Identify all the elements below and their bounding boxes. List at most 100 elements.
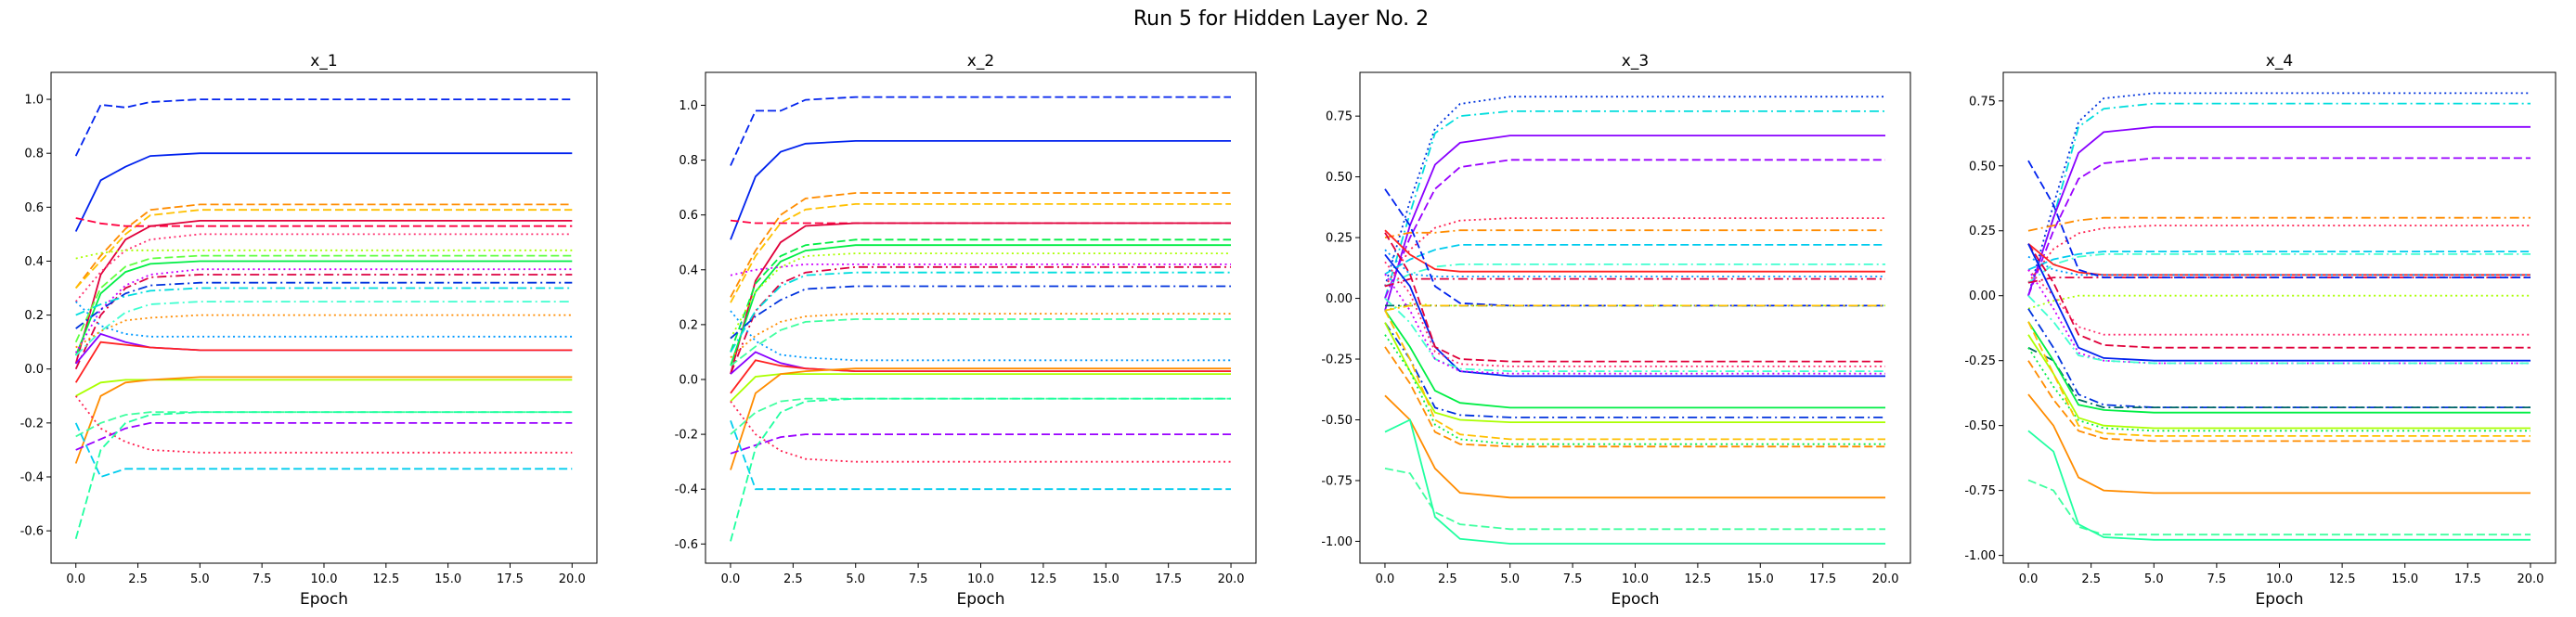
x-tick-label: 15.0 — [1747, 572, 1774, 586]
series-line-13 — [2027, 294, 2531, 310]
series-line-24 — [74, 395, 573, 454]
series-line-2 — [1384, 110, 1885, 299]
x-tick-label: 12.5 — [1029, 572, 1056, 586]
y-tick-label: -0.6 — [675, 538, 698, 552]
x-tick-label: 20.0 — [1872, 572, 1899, 586]
series-line-16 — [75, 314, 573, 349]
series-line-3 — [1384, 135, 1885, 311]
series-line-26 — [1384, 346, 1885, 448]
subplot-1: 0.0 2.5 5.0 7.5 10.0 12.5 15.0 17.5 20.0 -0.6 -0.4… — [20, 52, 598, 609]
y-tick-label: 0.00 — [1969, 289, 1996, 303]
series-line-17 — [1384, 232, 1885, 363]
y-tick-label: -0.4 — [675, 483, 698, 497]
series-line-14 — [75, 287, 573, 316]
series-line-5 — [730, 219, 1231, 225]
series-line-28 — [2027, 430, 2531, 541]
y-tick-label: -0.2 — [20, 417, 44, 431]
series-group — [74, 98, 573, 540]
y-tick-label: 0.4 — [679, 264, 698, 277]
series-group — [1384, 96, 1885, 545]
series-line-13 — [75, 281, 573, 329]
series-line-24 — [1384, 310, 1885, 441]
series-line-9 — [2027, 243, 2531, 276]
series-line-3 — [730, 192, 1231, 298]
series-line-11 — [730, 265, 1231, 375]
y-tick-label: -1.00 — [1964, 549, 1996, 563]
subplot-title: x_2 — [967, 52, 994, 71]
series-line-23 — [2027, 347, 2531, 432]
series-line-8 — [1384, 263, 1885, 288]
series-line-25 — [730, 397, 1231, 542]
series-line-6 — [730, 222, 1231, 375]
series-line-15 — [1384, 304, 1885, 312]
series-line-26 — [2027, 393, 2531, 495]
subplot-2: 0.0 2.5 5.0 7.5 10.0 12.5 15.0 17.5 20.0 -0.6 -0.4… — [675, 52, 1257, 609]
series-line-5 — [1384, 217, 1885, 288]
series-line-1 — [74, 98, 573, 157]
series-line-25 — [1384, 334, 1885, 445]
series-line-14 — [730, 313, 1231, 359]
series-line-1 — [2027, 92, 2531, 296]
x-tick-label: 7.5 — [2207, 572, 2227, 586]
x-tick-label: 17.5 — [497, 572, 524, 586]
x-tick-label: 2.5 — [783, 572, 803, 586]
y-tick-label: -0.75 — [1321, 474, 1353, 488]
x-tick-label: 20.0 — [559, 572, 586, 586]
series-line-12 — [74, 274, 573, 370]
y-tick-label: -0.2 — [675, 429, 698, 443]
series-line-7 — [730, 238, 1231, 353]
series-line-11 — [74, 268, 573, 353]
y-tick-label: -1.00 — [1321, 535, 1353, 549]
series-line-10 — [1384, 249, 1885, 277]
series-line-22 — [2027, 334, 2531, 430]
axes-frame — [50, 71, 598, 564]
series-line-28 — [1384, 468, 1885, 531]
series-line-9 — [730, 252, 1231, 340]
y-tick-label: -0.4 — [20, 470, 44, 484]
series-line-7 — [2027, 251, 2531, 271]
y-tick-label: 0.6 — [679, 209, 698, 223]
series-line-10 — [2027, 255, 2531, 276]
series-line-27 — [2027, 479, 2531, 536]
series-group — [2027, 92, 2531, 541]
series-line-23 — [75, 421, 573, 451]
y-tick-label: -0.50 — [1321, 414, 1353, 428]
series-line-12 — [2027, 160, 2531, 279]
subplot-title: x_3 — [1622, 52, 1649, 71]
series-line-17 — [2027, 269, 2531, 365]
y-tick-label: 0.8 — [24, 148, 44, 161]
series-line-4 — [75, 209, 573, 289]
subplot-title: x_4 — [2266, 52, 2293, 71]
series-line-25 — [2027, 360, 2531, 443]
axes-frame — [1359, 71, 1911, 564]
series-line-7 — [1384, 243, 1885, 276]
series-line-18 — [730, 359, 1231, 394]
series-line-24 — [730, 419, 1231, 491]
y-tick-label: -0.25 — [1964, 354, 1996, 368]
x-tick-label: 5.0 — [1500, 572, 1520, 586]
series-line-2 — [74, 152, 573, 232]
x-tick-label: 5.0 — [2144, 572, 2164, 586]
x-tick-label: 20.0 — [2517, 572, 2544, 586]
y-tick-label: 0.75 — [1326, 110, 1353, 124]
y-tick-label: 1.0 — [679, 99, 698, 113]
x-tick-label: 17.5 — [1155, 572, 1182, 586]
series-line-21 — [730, 397, 1231, 435]
y-tick-label: 0.25 — [1969, 225, 1996, 238]
series-line-21 — [74, 376, 573, 464]
y-tick-label: -0.50 — [1964, 419, 1996, 433]
series-line-20 — [730, 367, 1231, 470]
series-line-14 — [2027, 269, 2531, 336]
series-line-20 — [2027, 346, 2531, 409]
series-line-18 — [2027, 295, 2531, 365]
series-line-19 — [2027, 308, 2531, 409]
y-tick-label: -0.6 — [20, 525, 44, 539]
x-tick-label: 17.5 — [1809, 572, 1836, 586]
series-line-1 — [730, 96, 1231, 166]
y-tick-label: 0.2 — [24, 309, 44, 323]
x-tick-label: 20.0 — [1218, 572, 1245, 586]
series-line-18 — [75, 332, 573, 365]
y-tick-label: 0.50 — [1326, 171, 1353, 185]
subplot-3: 0.0 2.5 5.0 7.5 10.0 12.5 15.0 17.5 20.0 -1.00 -0.… — [1321, 52, 1911, 609]
